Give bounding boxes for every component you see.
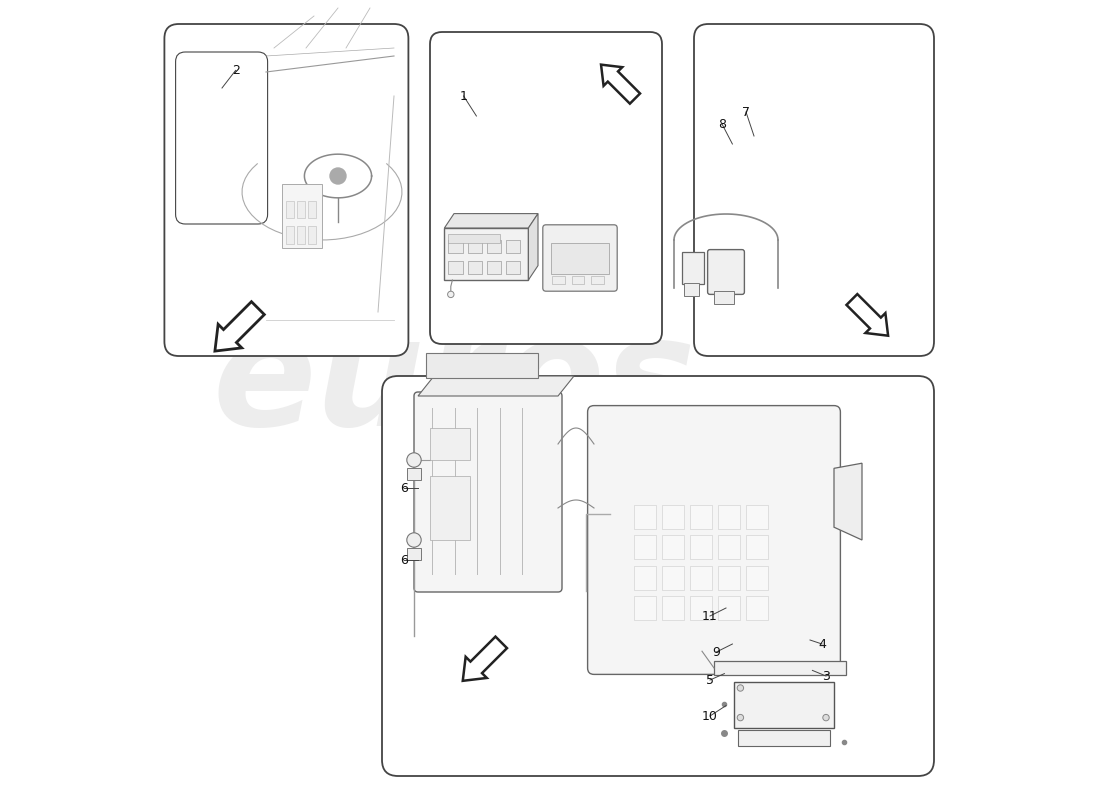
Bar (468, 240, 482, 253)
Bar (634, 596, 657, 620)
Bar (746, 505, 769, 529)
Circle shape (448, 291, 454, 298)
Bar (407, 468, 421, 480)
Bar (682, 252, 704, 284)
Bar (286, 201, 294, 218)
Bar (506, 261, 520, 274)
Bar (714, 661, 846, 675)
Bar (506, 240, 520, 253)
Circle shape (823, 714, 829, 721)
Bar (551, 243, 609, 274)
Text: 7: 7 (742, 106, 750, 118)
Text: 9: 9 (713, 646, 721, 658)
Polygon shape (444, 214, 538, 228)
Bar (690, 566, 713, 590)
Text: 5: 5 (706, 674, 714, 686)
Bar (690, 505, 713, 529)
FancyBboxPatch shape (164, 24, 408, 356)
Bar (718, 505, 740, 529)
Bar (468, 261, 482, 274)
Bar (662, 505, 684, 529)
FancyBboxPatch shape (382, 376, 934, 776)
Polygon shape (834, 463, 862, 540)
Polygon shape (418, 376, 574, 396)
Bar (634, 535, 657, 559)
Text: 2: 2 (232, 64, 240, 77)
Circle shape (737, 714, 744, 721)
Circle shape (407, 453, 421, 467)
Bar (308, 226, 317, 244)
Polygon shape (847, 294, 888, 336)
Bar (690, 535, 713, 559)
Circle shape (737, 685, 744, 691)
Bar (444, 228, 528, 280)
Bar (718, 535, 740, 559)
Polygon shape (601, 65, 640, 104)
Bar (572, 276, 584, 284)
Bar (718, 566, 740, 590)
Polygon shape (463, 637, 507, 681)
Text: 4: 4 (818, 638, 826, 650)
Text: 6: 6 (400, 554, 408, 566)
Text: 10: 10 (702, 710, 718, 722)
FancyBboxPatch shape (430, 32, 662, 344)
Bar (684, 283, 699, 296)
Polygon shape (214, 302, 264, 351)
FancyBboxPatch shape (176, 52, 267, 224)
FancyBboxPatch shape (414, 392, 562, 592)
Bar (634, 566, 657, 590)
Text: 6: 6 (400, 482, 408, 494)
Bar (746, 596, 769, 620)
Bar (662, 596, 684, 620)
Bar (690, 596, 713, 620)
Bar (746, 566, 769, 590)
Text: 1: 1 (460, 90, 467, 102)
Circle shape (407, 533, 421, 547)
Bar (282, 184, 322, 248)
Bar (308, 201, 317, 218)
Bar (591, 276, 604, 284)
Bar (407, 548, 421, 560)
Bar (487, 261, 502, 274)
Bar (552, 276, 565, 284)
Bar (297, 226, 305, 244)
FancyBboxPatch shape (707, 250, 745, 294)
FancyBboxPatch shape (694, 24, 934, 356)
Bar (449, 240, 463, 253)
FancyBboxPatch shape (587, 406, 840, 674)
Bar (430, 476, 470, 540)
FancyBboxPatch shape (542, 225, 617, 291)
Bar (718, 596, 740, 620)
Bar (738, 730, 830, 746)
Text: euros: euros (212, 310, 696, 458)
Bar (662, 566, 684, 590)
Polygon shape (528, 214, 538, 280)
Text: 3: 3 (822, 670, 829, 682)
Circle shape (330, 168, 346, 184)
Text: a passion for parts since 1985: a passion for parts since 1985 (407, 458, 693, 566)
Bar (449, 261, 463, 274)
Bar (430, 428, 470, 460)
Bar (634, 505, 657, 529)
Bar (746, 535, 769, 559)
Text: 11: 11 (702, 610, 718, 622)
Bar (734, 682, 834, 728)
Text: 8: 8 (718, 118, 726, 130)
Bar (286, 226, 294, 244)
Bar (297, 201, 305, 218)
Bar (662, 535, 684, 559)
Bar (714, 291, 734, 304)
Bar (449, 234, 500, 243)
Bar (487, 240, 502, 253)
Bar (426, 353, 538, 378)
